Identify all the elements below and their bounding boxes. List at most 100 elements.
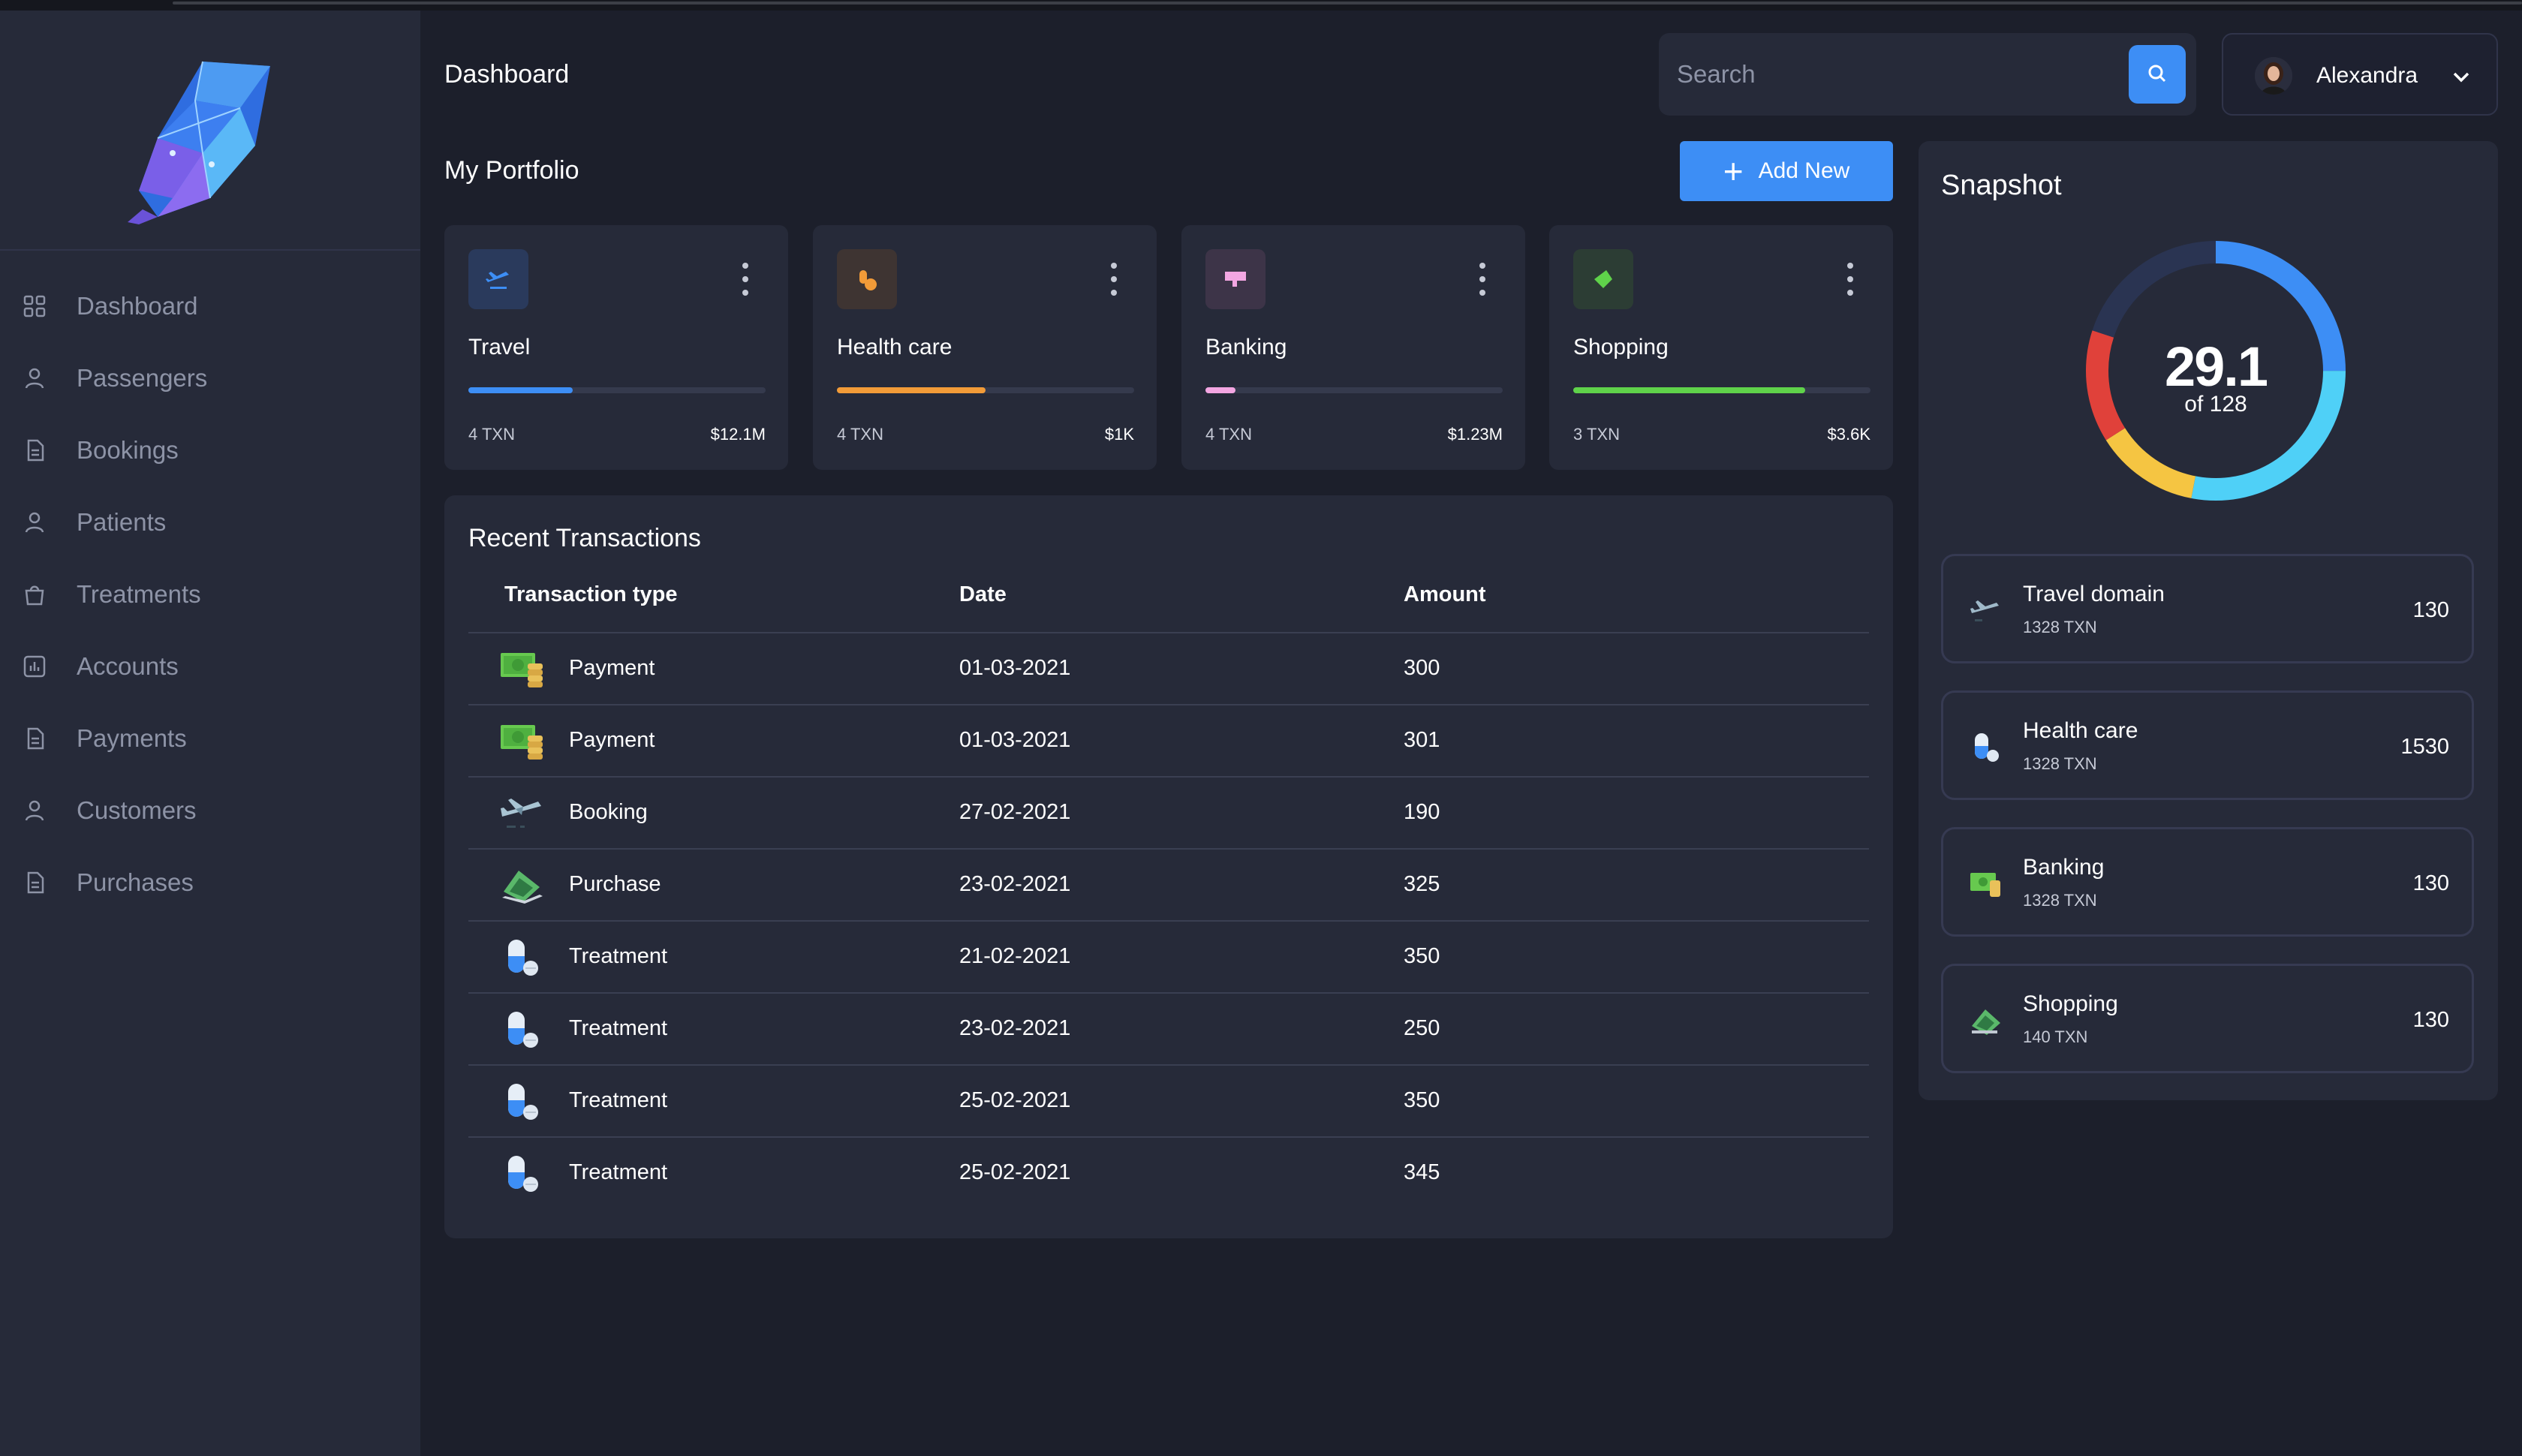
donut-segment-3 — [2086, 241, 2346, 501]
table-row[interactable]: Purchase 23-02-2021 325 — [468, 850, 1869, 922]
card-progress-track — [1205, 387, 1503, 393]
table-row[interactable]: Treatment 23-02-2021 250 — [468, 994, 1869, 1066]
capsule-icon — [498, 1081, 546, 1123]
window-edge-line — [173, 2, 2522, 5]
cell-type: Payment — [569, 728, 655, 752]
sidebar-item-label: Purchases — [77, 868, 194, 896]
card-txn-count: 3 TXN — [1573, 425, 1620, 444]
table-row[interactable]: Payment 01-03-2021 300 — [468, 633, 1869, 705]
sidebar-item-passengers[interactable]: Passengers — [0, 342, 420, 414]
user-icon — [21, 509, 48, 536]
sidebar-item-payments[interactable]: Payments — [0, 702, 420, 775]
sidebar-nav: Dashboard Passengers Bookings Patients T… — [0, 270, 420, 919]
recent-transactions-panel: Recent Transactions Transaction type Dat… — [444, 495, 1893, 1238]
cell-type: Payment — [569, 656, 655, 680]
snapshot-item-name: Travel domain — [2023, 582, 2165, 606]
table-row[interactable]: Booking 27-02-2021 190 — [468, 778, 1869, 850]
snapshot-item-name: Health care — [2023, 718, 2138, 743]
card-title: Banking — [1205, 335, 1287, 359]
cell-date: 27-02-2021 — [959, 800, 1071, 824]
cell-date: 01-03-2021 — [959, 656, 1071, 680]
search-button[interactable] — [2129, 45, 2186, 104]
cell-date: 21-02-2021 — [959, 944, 1071, 968]
card-progress-fill — [837, 387, 986, 393]
sidebar-item-patients[interactable]: Patients — [0, 486, 420, 558]
table-row[interactable]: Treatment 25-02-2021 350 — [468, 1066, 1869, 1138]
column-header-amount[interactable]: Amount — [1404, 582, 1486, 606]
portfolio-card-banking[interactable]: Banking 4 TXN $1.23M — [1181, 225, 1525, 470]
cell-type: Treatment — [569, 944, 668, 968]
document-icon — [21, 437, 48, 464]
add-new-label: Add New — [1758, 158, 1850, 183]
search-box — [1659, 33, 2196, 116]
add-new-button[interactable]: + Add New — [1680, 141, 1893, 201]
table-row[interactable]: Payment 01-03-2021 301 — [468, 705, 1869, 778]
sidebar-divider — [0, 249, 420, 251]
portfolio-card-health-care[interactable]: Health care 4 TXN $1K — [813, 225, 1157, 470]
card-progress-fill — [468, 387, 573, 393]
snapshot-item-health-care[interactable]: Health care 1328 TXN 1530 — [1941, 690, 2474, 800]
portfolio-card-travel[interactable]: Travel 4 TXN $12.1M — [444, 225, 788, 470]
snapshot-item-name: Shopping — [2023, 991, 2118, 1016]
chart-icon — [21, 653, 48, 680]
capsule-icon — [498, 1009, 546, 1051]
search-input[interactable] — [1677, 54, 2097, 95]
transactions-header-row: Transaction type Date Amount — [468, 567, 1869, 633]
sidebar-item-label: Treatments — [77, 580, 201, 608]
snapshot-donut-chart — [2086, 241, 2346, 501]
card-menu-button[interactable] — [1471, 263, 1494, 296]
sidebar-item-dashboard[interactable]: Dashboard — [0, 270, 420, 342]
transactions-title: Recent Transactions — [468, 524, 701, 552]
snapshot-item-banking[interactable]: Banking 1328 TXN 130 — [1941, 827, 2474, 937]
avatar — [2255, 57, 2292, 95]
airplane-icon — [498, 793, 546, 835]
card-title: Health care — [837, 335, 953, 359]
sidebar-item-bookings[interactable]: Bookings — [0, 414, 420, 486]
cell-amount: 350 — [1404, 944, 1440, 968]
card-menu-button[interactable] — [1839, 263, 1861, 296]
sidebar-item-label: Passengers — [77, 364, 208, 392]
capsule-icon — [1967, 729, 2005, 766]
cell-type: Treatment — [569, 1016, 668, 1040]
column-header-date[interactable]: Date — [959, 582, 1007, 606]
airplane-icon — [1967, 592, 2005, 630]
card-title: Travel — [468, 335, 531, 359]
snapshot-item-txn: 140 TXN — [2023, 1027, 2088, 1046]
sidebar-item-label: Accounts — [77, 652, 179, 680]
user-menu[interactable]: Alexandra — [2222, 33, 2498, 116]
crystal-leaf-logo[interactable] — [113, 56, 278, 228]
capsule-icon — [498, 1153, 546, 1195]
sidebar-item-treatments[interactable]: Treatments — [0, 558, 420, 630]
card-progress-track — [837, 387, 1134, 393]
cell-date: 25-02-2021 — [959, 1088, 1071, 1112]
card-menu-button[interactable] — [1103, 263, 1125, 296]
laptop-card-icon — [498, 865, 546, 907]
snapshot-item-txn: 1328 TXN — [2023, 891, 2097, 910]
chevron-down-icon — [2448, 65, 2474, 90]
snapshot-item-value: 130 — [2412, 1008, 2449, 1032]
card-txn-count: 4 TXN — [837, 425, 883, 444]
snapshot-item-travel-domain[interactable]: Travel domain 1328 TXN 130 — [1941, 554, 2474, 663]
card-title: Shopping — [1573, 335, 1669, 359]
table-row[interactable]: Treatment 21-02-2021 350 — [468, 922, 1869, 994]
card-menu-button[interactable] — [734, 263, 757, 296]
sidebar-item-customers[interactable]: Customers — [0, 775, 420, 847]
card-txn-count: 4 TXN — [468, 425, 515, 444]
cell-date: 01-03-2021 — [959, 728, 1071, 752]
cell-type: Purchase — [569, 872, 661, 896]
card-txn-count: 4 TXN — [1205, 425, 1252, 444]
portfolio-card-shopping[interactable]: Shopping 3 TXN $3.6K — [1549, 225, 1893, 470]
capsule-icon — [498, 937, 546, 979]
snapshot-item-value: 1530 — [2400, 735, 2449, 759]
snapshot-item-shopping[interactable]: Shopping 140 TXN 130 — [1941, 964, 2474, 1073]
sidebar-item-label: Payments — [77, 724, 187, 752]
sidebar-item-accounts[interactable]: Accounts — [0, 630, 420, 702]
card-icon — [1205, 249, 1266, 309]
sidebar-item-label: Patients — [77, 508, 167, 536]
cell-amount: 250 — [1404, 1016, 1440, 1040]
column-header-type[interactable]: Transaction type — [504, 582, 678, 606]
sidebar-item-purchases[interactable]: Purchases — [0, 847, 420, 919]
user-name: Alexandra — [2316, 63, 2418, 88]
user-icon — [21, 797, 48, 824]
table-row[interactable]: Treatment 25-02-2021 345 — [468, 1138, 1869, 1210]
